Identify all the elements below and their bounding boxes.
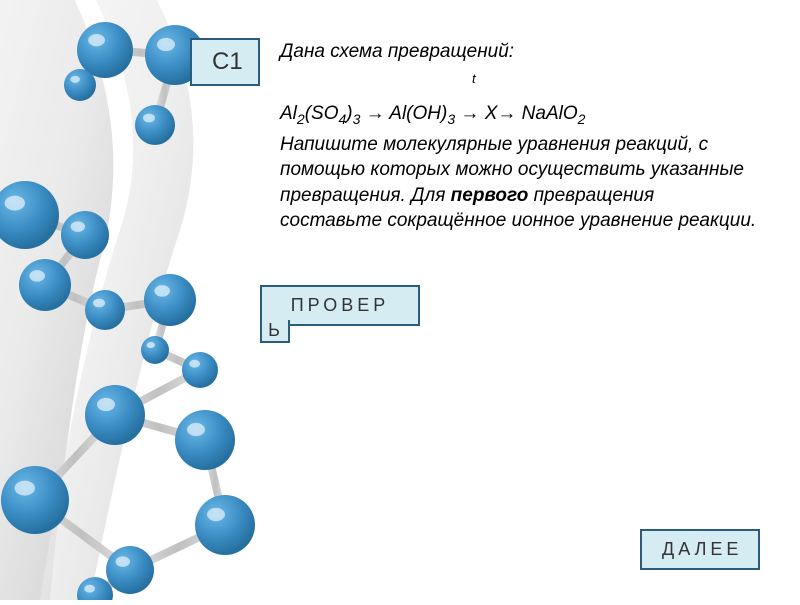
formula-arrow: → xyxy=(360,103,389,124)
c1-label: С1 xyxy=(190,38,260,86)
formula-sub: 3 xyxy=(447,110,455,126)
check-sub-text: Ь xyxy=(268,320,282,340)
formula-sub: 2 xyxy=(578,110,586,126)
next-button[interactable]: ДАЛЕЕ xyxy=(640,529,760,570)
formula-part: (SO xyxy=(305,103,339,124)
problem-text: Дана схема превращений: t Al2(SO4)3 → Al… xyxy=(280,40,760,234)
check-button-continuation: Ь xyxy=(260,320,290,343)
body-text: Напишите молекулярные уравнения реакций,… xyxy=(280,132,760,235)
formula-arrow: → xyxy=(497,103,521,124)
formula-part: Х xyxy=(485,103,498,124)
next-text: ДАЛЕЕ xyxy=(662,539,742,559)
title-text: Дана схема превращений: xyxy=(280,40,760,65)
formula-part: Al xyxy=(280,103,297,124)
t-superscript: t xyxy=(472,71,800,88)
formula-part: Al(OH) xyxy=(389,103,447,124)
formula-arrow: → xyxy=(455,103,485,124)
c1-text: С1 xyxy=(212,48,243,75)
body-bold: первого xyxy=(451,185,534,206)
formula-sub: 2 xyxy=(297,110,305,126)
check-text: ПРОВЕР xyxy=(291,295,390,315)
formula-part: NаAlO xyxy=(522,103,578,124)
chemical-formula: Al2(SO4)3 → Al(OH)3 → Х→ NаAlO2 xyxy=(280,102,760,128)
